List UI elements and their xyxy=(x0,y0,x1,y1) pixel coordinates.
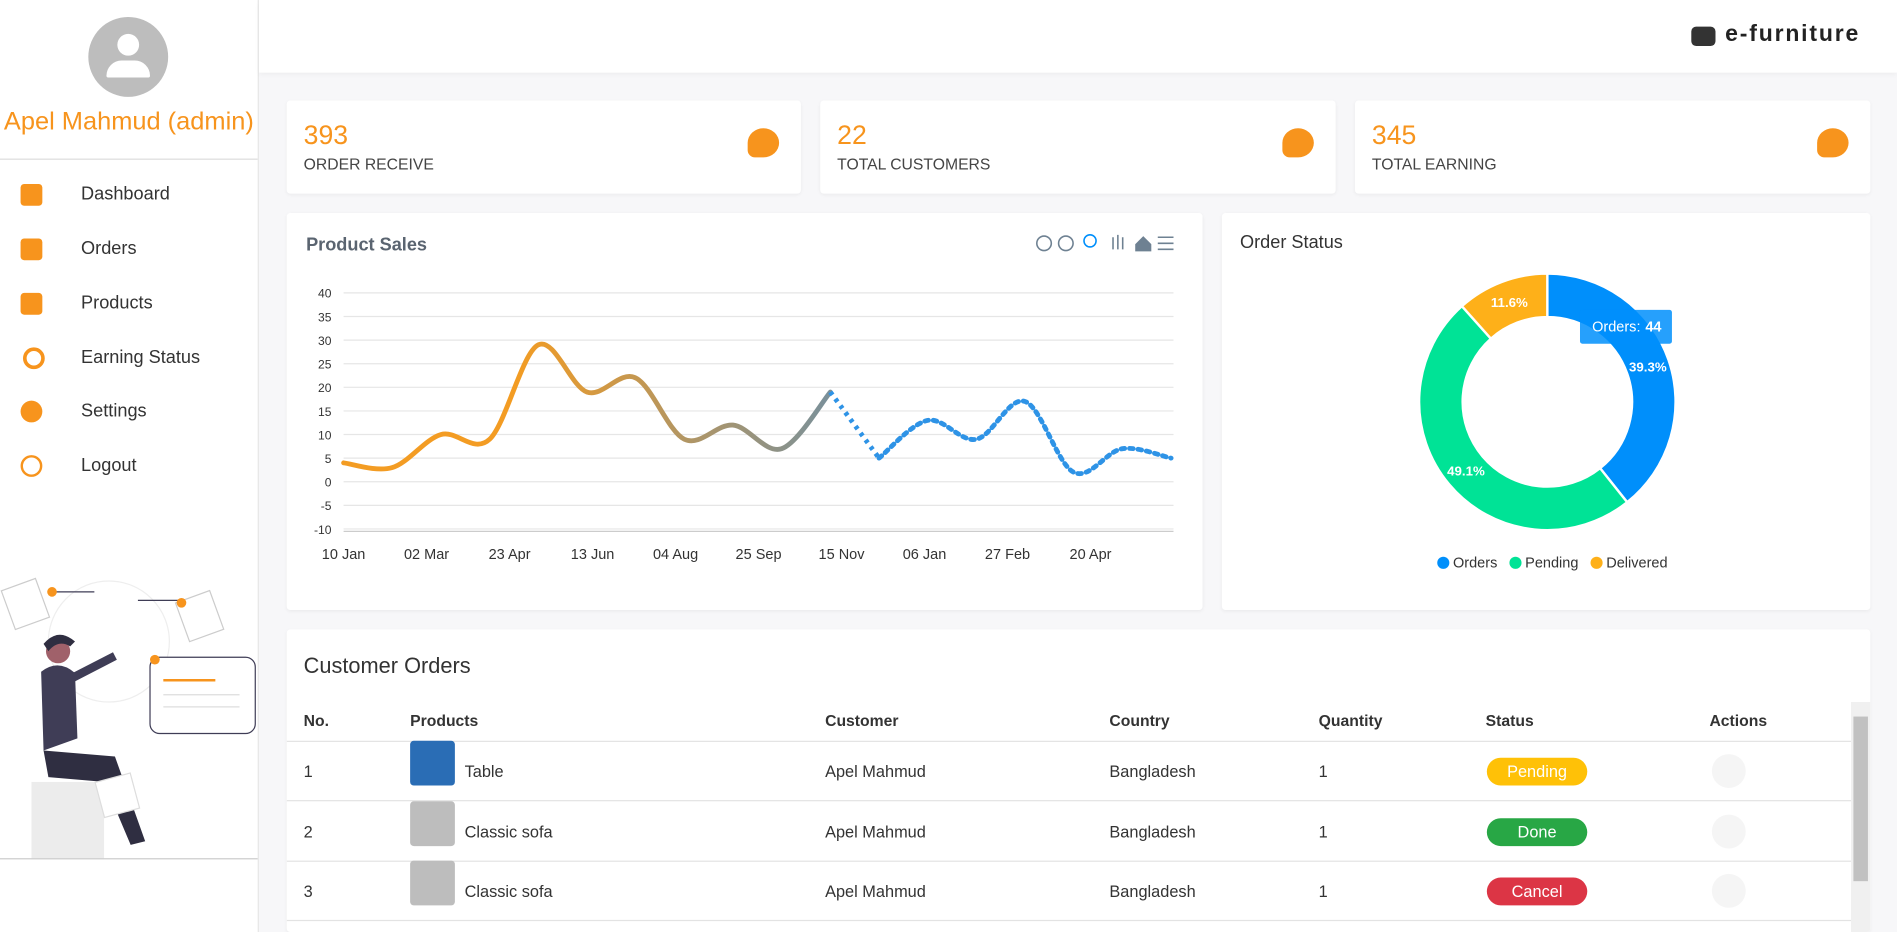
product-image xyxy=(410,860,455,906)
stat-value: 22 xyxy=(837,119,867,151)
menu-icon xyxy=(20,400,43,423)
product-image xyxy=(410,800,455,846)
menu-icon xyxy=(20,238,43,261)
column-header: Status xyxy=(1485,711,1534,730)
cell: Apel Mahmud xyxy=(825,762,926,781)
column-header: Country xyxy=(1109,711,1170,730)
table-title: Customer Orders xyxy=(303,653,471,678)
menu-icon xyxy=(20,183,43,206)
scrollbar[interactable] xyxy=(1850,702,1871,932)
stat-label: TOTAL CUSTOMERS xyxy=(837,154,991,174)
stat-value: 345 xyxy=(1371,119,1417,151)
cell: 1 xyxy=(1318,822,1328,841)
menu-item[interactable]: Settings xyxy=(81,400,147,422)
cell: Bangladesh xyxy=(1109,882,1196,901)
stat-card: 345 TOTAL EARNING xyxy=(1354,100,1871,194)
cell: Table xyxy=(464,762,504,781)
stat-value: 393 xyxy=(303,119,349,151)
menu-item[interactable]: Logout xyxy=(81,455,137,476)
illustration xyxy=(0,577,256,860)
menu-item[interactable]: Dashboard xyxy=(81,183,170,205)
stat-card: 22 TOTAL CUSTOMERS xyxy=(820,100,1336,194)
cell: Bangladesh xyxy=(1109,822,1196,841)
menu-icon xyxy=(20,455,43,477)
delete-button[interactable] xyxy=(1711,813,1746,848)
cell: Bangladesh xyxy=(1109,762,1196,781)
menu-item[interactable]: Products xyxy=(81,292,153,314)
orders-table: Customer Orders No. Products Customer Co… xyxy=(286,629,1871,932)
delete-button[interactable] xyxy=(1711,873,1746,908)
delete-button[interactable] xyxy=(1711,754,1746,788)
menu-item[interactable]: Orders xyxy=(81,238,137,260)
product-image xyxy=(410,740,455,786)
menu-item[interactable]: Earning Status xyxy=(81,347,201,368)
cell: 1 xyxy=(303,762,313,781)
sidebar: Apel Mahmud (admin) Dashboard Orders Pro… xyxy=(0,0,259,932)
stat-card: 393 ORDER RECEIVE xyxy=(286,100,801,194)
sales-panel xyxy=(286,213,1203,611)
column-header: Quantity xyxy=(1318,711,1383,730)
status-badge[interactable]: Pending xyxy=(1486,757,1588,786)
cell: Apel Mahmud xyxy=(825,822,926,841)
stat-label: TOTAL EARNING xyxy=(1371,154,1497,174)
status-panel xyxy=(1221,213,1871,611)
header: e-furniture xyxy=(258,0,1897,73)
menu-icon xyxy=(22,347,45,370)
column-header: No. xyxy=(303,711,330,730)
brand-icon xyxy=(1691,26,1716,46)
menu-icon xyxy=(20,292,43,315)
cell: 2 xyxy=(303,822,313,841)
column-header: Customer xyxy=(825,711,899,730)
cell: Classic sofa xyxy=(464,882,553,901)
column-header: Actions xyxy=(1709,711,1768,730)
user-name: Apel Mahmud (admin) xyxy=(3,107,254,136)
cell: Apel Mahmud xyxy=(825,882,926,901)
cell: 3 xyxy=(303,882,313,901)
cell: 1 xyxy=(1318,762,1328,781)
cell: Classic sofa xyxy=(464,822,553,841)
status-badge[interactable]: Cancel xyxy=(1486,877,1588,906)
avatar xyxy=(88,16,169,97)
status-badge[interactable]: Done xyxy=(1486,817,1588,846)
brand[interactable]: e-furniture xyxy=(1725,21,1861,48)
cell: 1 xyxy=(1318,882,1328,901)
column-header: Products xyxy=(410,711,479,730)
stat-label: ORDER RECEIVE xyxy=(303,154,434,174)
